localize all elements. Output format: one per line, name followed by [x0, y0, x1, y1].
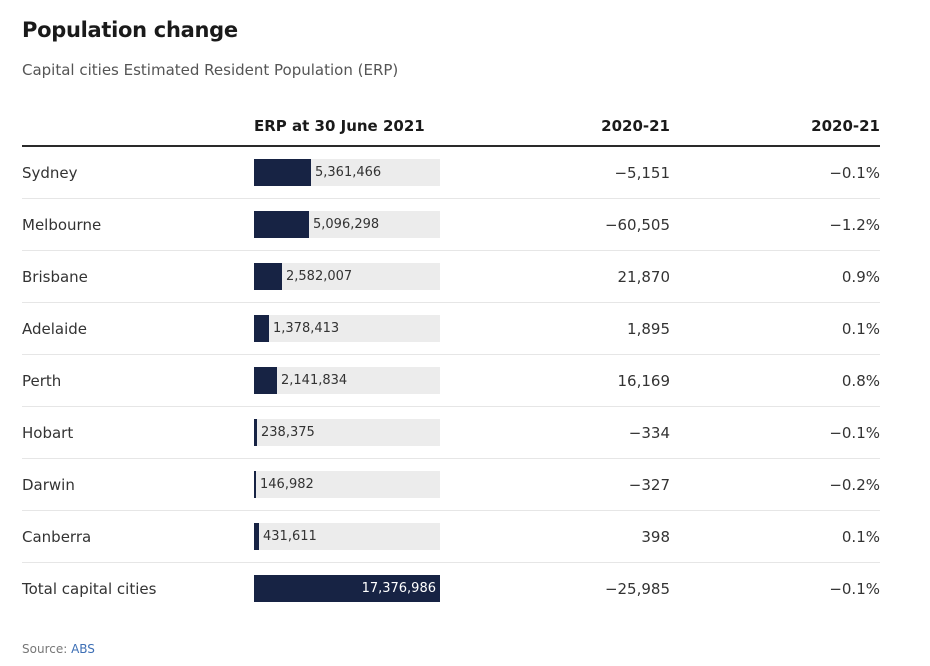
- row-change: 1,895: [544, 302, 670, 355]
- row-name: Melbourne: [22, 198, 254, 251]
- bar-value-label: 2,582,007: [286, 269, 353, 284]
- bar-value-label: 1,378,413: [273, 321, 340, 336]
- bar-mark: [254, 575, 440, 602]
- bar-track: 5,096,298: [254, 211, 440, 238]
- row-change: −334: [544, 406, 670, 459]
- row-name: Brisbane: [22, 250, 254, 303]
- table-row: Darwin 146,982 −327 −0.2%: [22, 458, 880, 511]
- bar-track: 146,982: [254, 471, 440, 498]
- source-prefix: Source:: [22, 642, 72, 656]
- row-name: Adelaide: [22, 302, 254, 355]
- table-row: Hobart 238,375 −334 −0.1%: [22, 406, 880, 459]
- bar-mark: [254, 315, 269, 342]
- row-change: 21,870: [544, 250, 670, 303]
- row-name: Perth: [22, 354, 254, 407]
- row-percent: −1.2%: [670, 198, 880, 251]
- row-erp-cell: 17,376,986: [254, 563, 544, 615]
- source-link[interactable]: ABS: [71, 642, 95, 656]
- row-name: Total capital cities: [22, 579, 157, 598]
- bar-value-label: 431,611: [263, 529, 317, 544]
- bar-mark: [254, 523, 259, 550]
- row-change: −25,985: [604, 579, 670, 598]
- row-percent: −0.2%: [670, 458, 880, 511]
- bar-value-label: 238,375: [261, 425, 315, 440]
- row-erp-cell: 2,582,007: [254, 250, 544, 303]
- row-change: −327: [544, 458, 670, 511]
- row-erp-cell: 2,141,834: [254, 354, 544, 407]
- row-erp-cell: 5,361,466: [254, 146, 544, 199]
- bar-track: 17,376,986: [254, 575, 440, 602]
- bar-value-label: 146,982: [260, 477, 314, 492]
- table-row: Perth 2,141,834 16,169 0.8%: [22, 354, 880, 407]
- table-row: Brisbane 2,582,007 21,870 0.9%: [22, 250, 880, 303]
- row-percent: −0.1%: [829, 579, 880, 598]
- row-percent: 0.8%: [670, 354, 880, 407]
- bar-mark: [254, 471, 256, 498]
- table-row: Sydney 5,361,466 −5,151 −0.1%: [22, 146, 880, 199]
- row-name: Sydney: [22, 146, 254, 199]
- bar-track: 5,361,466: [254, 159, 440, 186]
- bar-mark: [254, 419, 257, 446]
- table-header-row: ERP at 30 June 2021 2020-21 2020-21: [22, 107, 880, 147]
- source-note: Source: ABS: [22, 642, 95, 656]
- row-change: −5,151: [544, 146, 670, 199]
- bar-track: 1,378,413: [254, 315, 440, 342]
- row-erp-cell: 5,096,298: [254, 198, 544, 251]
- row-change: 16,169: [544, 354, 670, 407]
- bar-value-label: 17,376,986: [361, 581, 436, 596]
- bar-track: 431,611: [254, 523, 440, 550]
- row-erp-cell: 146,982: [254, 458, 544, 511]
- bar-value-label: 5,096,298: [313, 217, 380, 232]
- row-change: 398: [544, 510, 670, 563]
- row-change: −60,505: [544, 198, 670, 251]
- row-percent: 0.1%: [670, 302, 880, 355]
- chart-subtitle: Capital cities Estimated Resident Popula…: [22, 61, 399, 79]
- column-header-erp[interactable]: ERP at 30 June 2021: [254, 107, 544, 147]
- chart-title: Population change: [22, 18, 238, 42]
- bar-mark: [254, 367, 277, 394]
- column-header-change[interactable]: 2020-21: [544, 107, 670, 147]
- row-name: Hobart: [22, 406, 254, 459]
- bar-value-label: 2,141,834: [281, 373, 348, 388]
- row-erp-cell: 1,378,413: [254, 302, 544, 355]
- column-header-percent[interactable]: 2020-21: [670, 107, 880, 147]
- column-header-name[interactable]: [22, 107, 254, 147]
- row-erp-cell: 238,375: [254, 406, 544, 459]
- bar-track: 238,375: [254, 419, 440, 446]
- row-percent: 0.1%: [670, 510, 880, 563]
- population-table: ERP at 30 June 2021 2020-21 2020-21 Sydn…: [22, 107, 880, 614]
- table-row: Total capital cities 17,376,986 −25,985 −0.…: [22, 563, 880, 615]
- table-body: Sydney 5,361,466 −5,151 −0.1% Melbourne 5,096…: [22, 146, 880, 614]
- row-erp-cell: 431,611: [254, 510, 544, 563]
- bar-mark: [254, 159, 311, 186]
- row-percent: −0.1%: [670, 146, 880, 199]
- row-percent: −0.1%: [670, 406, 880, 459]
- row-percent: 0.9%: [670, 250, 880, 303]
- bar-track: 2,141,834: [254, 367, 440, 394]
- table-row: Canberra 431,611 398 0.1%: [22, 510, 880, 563]
- bar-track: 2,582,007: [254, 263, 440, 290]
- bar-mark: [254, 211, 309, 238]
- row-name: Canberra: [22, 510, 254, 563]
- bar-value-label: 5,361,466: [315, 165, 382, 180]
- table-row: Melbourne 5,096,298 −60,505 −1.2%: [22, 198, 880, 251]
- row-name: Darwin: [22, 458, 254, 511]
- bar-mark: [254, 263, 282, 290]
- table-row: Adelaide 1,378,413 1,895 0.1%: [22, 302, 880, 355]
